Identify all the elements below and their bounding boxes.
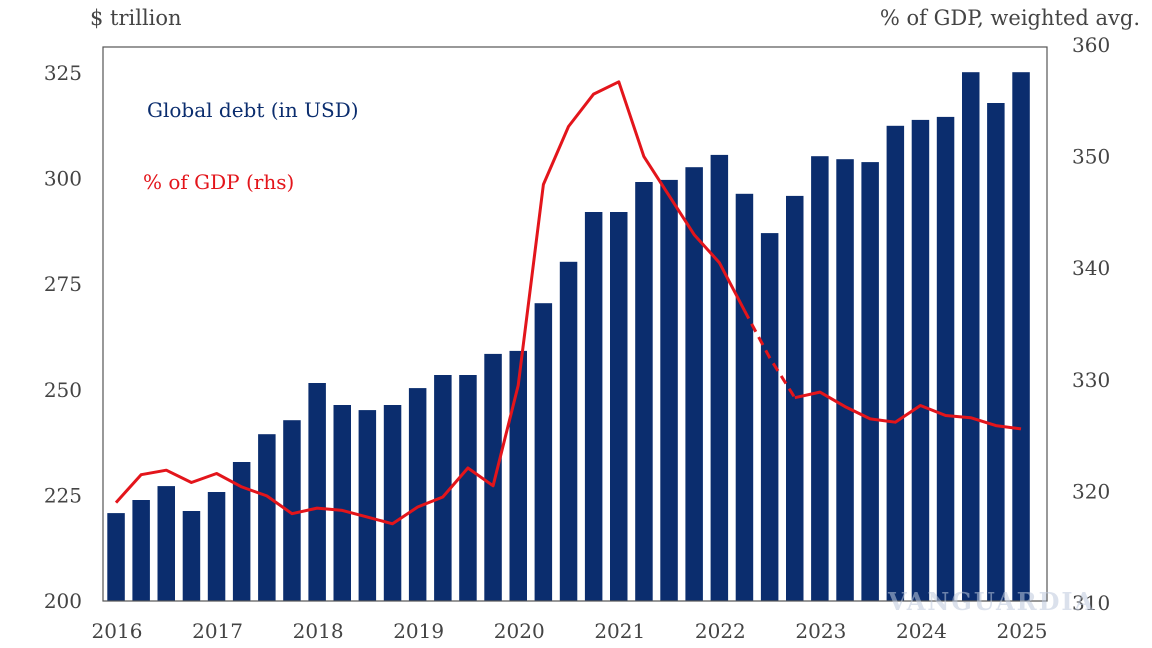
bar-2019Q3 <box>459 375 477 601</box>
bar-series-global-debt <box>107 72 1030 602</box>
bar-2024Q2 <box>936 116 955 602</box>
bar-2023Q2 <box>836 159 854 601</box>
right-tick-label: 330 <box>1072 368 1110 392</box>
bar-2018Q3 <box>358 410 377 601</box>
x-tick-label: 2021 <box>594 619 645 643</box>
bar-2023Q3 <box>861 162 879 601</box>
bar-2019Q1 <box>408 388 427 601</box>
left-tick-label: 275 <box>44 272 82 296</box>
right-tick-label: 360 <box>1072 33 1110 57</box>
left-tick-label: 300 <box>44 167 82 191</box>
legend-global-debt: Global debt (in USD) <box>147 98 359 122</box>
bar-2022Q2 <box>735 193 754 602</box>
right-tick-label: 350 <box>1072 145 1110 169</box>
x-tick-label: 2020 <box>494 619 545 643</box>
x-tick-label: 2019 <box>393 619 444 643</box>
line-segment-solid-1 <box>114 80 746 526</box>
bar-2022Q4 <box>786 195 804 601</box>
bar-2021Q2 <box>635 182 653 601</box>
bar-2025Q1 <box>1012 72 1030 601</box>
bar-2023Q4 <box>886 125 905 602</box>
x-tick-label: 2018 <box>293 619 344 643</box>
bar-2018Q4 <box>383 405 402 601</box>
left-tick-label: 250 <box>44 378 82 402</box>
bar-2020Q2 <box>534 303 553 601</box>
left-axis-ticks: 200 225 250 275 300 325 <box>44 61 82 613</box>
bar-2016Q2 <box>132 500 150 601</box>
right-axis-unit-label: % of GDP, weighted avg. <box>879 6 1140 30</box>
bar-2024Q4 <box>987 103 1005 601</box>
bar-2017Q3 <box>258 434 276 601</box>
left-axis-unit-label: $ trillion <box>90 6 182 30</box>
bar-2024Q3 <box>962 72 980 601</box>
bar-2018Q1 <box>308 383 326 601</box>
bar-2018Q2 <box>333 405 351 601</box>
x-tick-label: 2017 <box>192 619 243 643</box>
bar-2023Q1 <box>811 156 829 601</box>
bar-2017Q4 <box>283 420 301 601</box>
line-segment-solid-2 <box>794 390 1022 431</box>
bar-2021Q3 <box>660 179 678 601</box>
legend-gdp-rhs: % of GDP (rhs) <box>143 170 295 194</box>
x-axis-ticks: 2016 2017 2018 2019 2020 2021 2022 2023 2024 2025 <box>92 619 1048 643</box>
bar-2017Q1 <box>207 492 226 601</box>
left-tick-label: 225 <box>44 483 82 507</box>
right-axis-ticks: 310 320 330 340 350 360 <box>1072 33 1110 615</box>
bar-2021Q1 <box>610 212 628 601</box>
bar-2017Q2 <box>232 462 251 601</box>
line-series-gdp <box>114 80 1022 526</box>
left-tick-label: 325 <box>44 61 82 85</box>
bar-2016Q1 <box>107 513 125 601</box>
bar-2020Q3 <box>559 261 578 601</box>
bar-2019Q2 <box>434 375 452 601</box>
x-tick-label: 2025 <box>997 619 1048 643</box>
bar-2021Q4 <box>685 167 703 601</box>
bar-2020Q1 <box>509 350 527 601</box>
x-tick-label: 2023 <box>795 619 846 643</box>
bar-2016Q3 <box>157 486 175 601</box>
left-tick-label: 200 <box>44 589 82 613</box>
x-tick-label: 2016 <box>92 619 143 643</box>
right-tick-label: 320 <box>1072 479 1110 503</box>
plot-frame <box>102 46 1048 602</box>
watermark: VANGUARDIA <box>888 587 1096 616</box>
x-tick-label: 2024 <box>896 619 947 643</box>
bar-2016Q4 <box>182 511 201 601</box>
x-tick-label: 2022 <box>695 619 746 643</box>
right-tick-label: 340 <box>1072 256 1110 280</box>
bar-2022Q3 <box>760 233 779 601</box>
bar-2019Q4 <box>484 353 502 601</box>
bar-2022Q1 <box>710 154 729 601</box>
right-tick-label: 310 <box>1072 591 1110 615</box>
bar-2020Q4 <box>584 212 603 601</box>
bar-2024Q1 <box>911 119 930 602</box>
